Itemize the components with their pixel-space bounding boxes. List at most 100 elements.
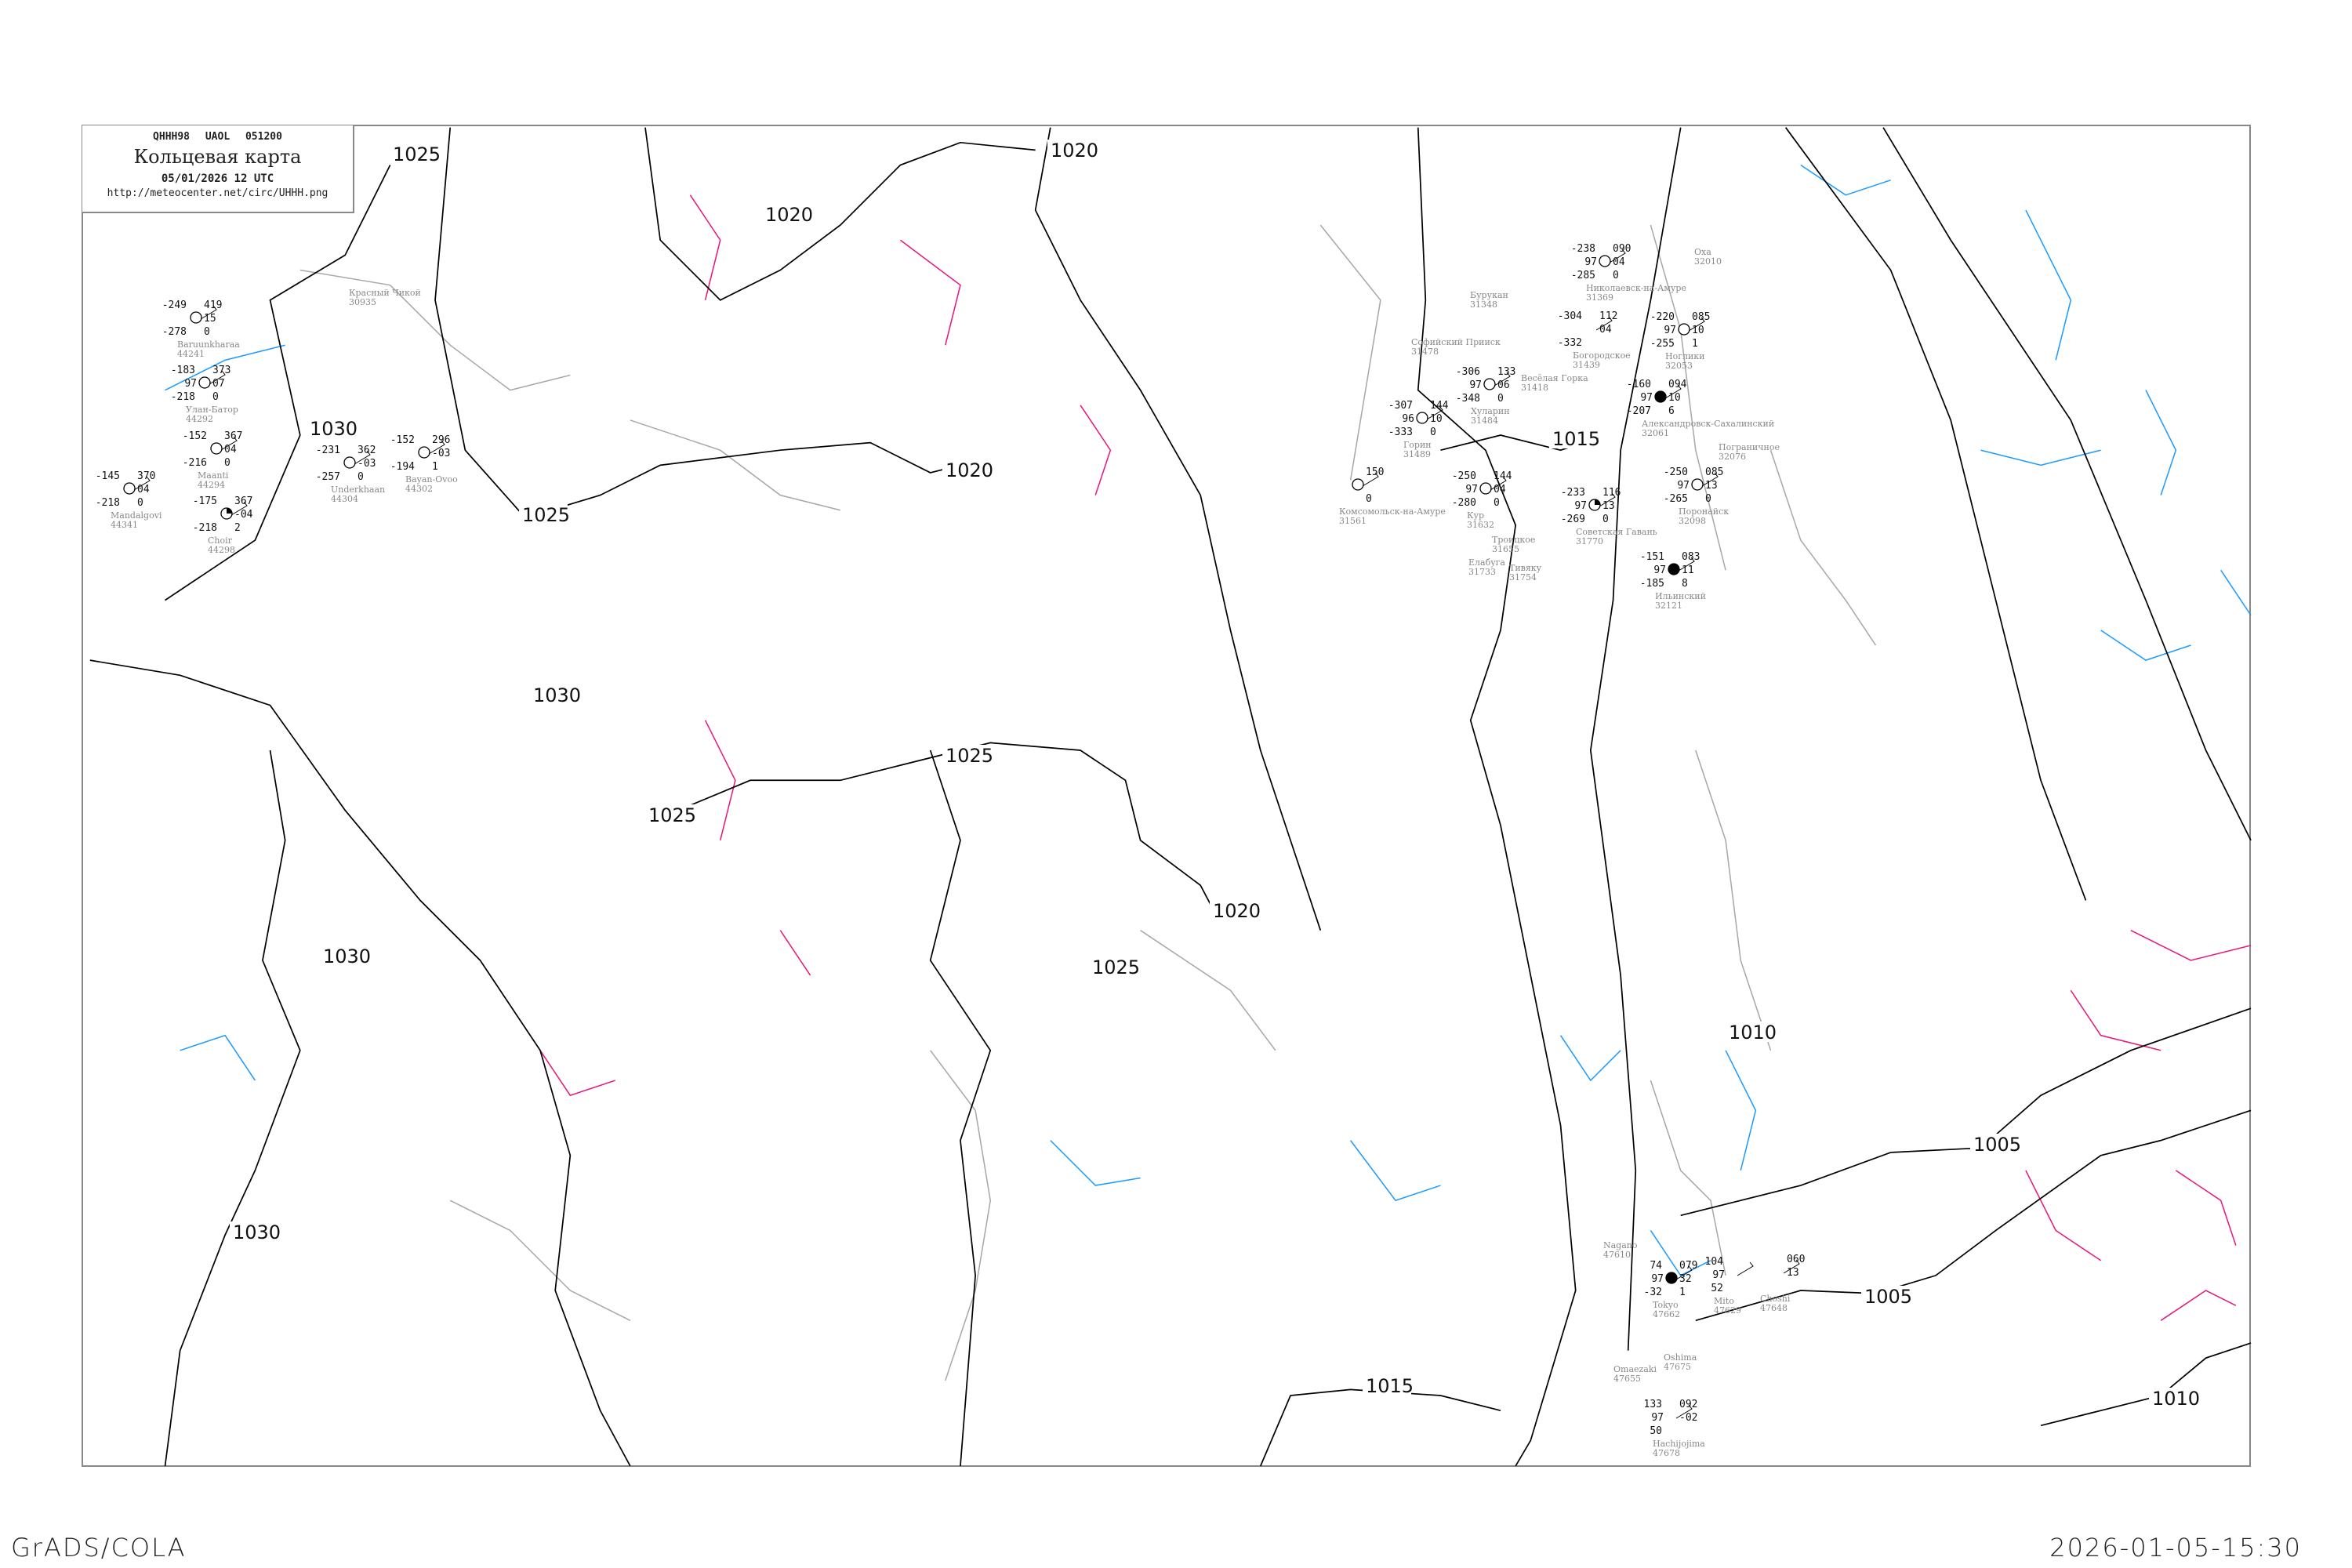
isobar-label: 1020 — [946, 459, 993, 481]
isobar-label-group: 1025 — [942, 745, 993, 767]
coastline — [1650, 1080, 1726, 1276]
place-name: Nagano — [1603, 1240, 1638, 1250]
wind-barb-icon — [230, 501, 248, 516]
map-frame — [82, 125, 2251, 1467]
isobar-label-group: 1005 — [1970, 1134, 2021, 1156]
isobar-line — [1034, 127, 1322, 931]
coastline — [630, 419, 841, 511]
station-value-tl: -220 — [1650, 311, 1675, 323]
place-name: Красный Чикой — [349, 288, 421, 298]
place-name: Елабуга — [1468, 557, 1505, 568]
station-id: 31632 — [1467, 520, 1494, 530]
station-id: 32121 — [1655, 601, 1682, 611]
station-value-br: 0 — [1430, 426, 1436, 438]
isobar-label-bg — [1549, 428, 1598, 448]
wind-barb-icon — [133, 476, 151, 491]
station-value-br: 0 — [1497, 393, 1504, 405]
footer-timestamp: 2026-01-05-15:30 — [2049, 1533, 2302, 1563]
warm-isotherm — [2130, 929, 2252, 961]
sky-cover-icon — [418, 446, 430, 459]
place-id: 31733 — [1468, 567, 1496, 577]
isobar-label-bg — [762, 204, 811, 224]
station-value-tr: 060 — [1787, 1254, 1805, 1265]
isobar-label: 1015 — [1366, 1375, 1414, 1397]
station-value-tl: -249 — [162, 299, 187, 311]
isobar-line — [1589, 127, 1682, 1351]
sky-cover-fill — [227, 508, 232, 514]
station-plot[interactable]: -160 97-207 094 106 Александровск-Сахалински… — [1627, 379, 1775, 438]
station-name: Горин — [1403, 440, 1432, 450]
station-value-tr: 116 — [1602, 487, 1621, 499]
station-value-tl: -145 — [96, 470, 120, 482]
station-value-mr: 04 — [137, 484, 150, 495]
station-value-mr: 04 — [1599, 324, 1612, 336]
station-value-mr: 13 — [1602, 500, 1615, 512]
station-value-mr: 10 — [1430, 413, 1443, 425]
station-value-br: 0 — [1613, 270, 1619, 281]
station-value-bl: -218 — [171, 391, 195, 403]
station-name: Mito — [1714, 1296, 1734, 1306]
isobar-label-group: 1015 — [1363, 1375, 1414, 1397]
isobar-line — [165, 165, 391, 601]
station-value-bl: -332 — [1558, 337, 1582, 349]
isobar-label: 1025 — [1092, 956, 1140, 978]
station-value-bl: -333 — [1388, 426, 1413, 438]
station-value-ml: 97 — [1712, 1269, 1725, 1281]
station-name: Хуларин — [1471, 406, 1510, 416]
warm-isotherm — [779, 930, 811, 976]
station-name: Кур — [1467, 510, 1484, 521]
station-name: Поронайск — [1679, 506, 1729, 517]
isobar-line — [1259, 1388, 1501, 1467]
cold-isotherm — [165, 344, 285, 391]
coastlines — [299, 224, 1877, 1381]
station-value-tr: 090 — [1613, 243, 1631, 255]
sky-cover-icon — [1668, 563, 1680, 575]
cold-isotherm — [2220, 569, 2252, 616]
coastline — [1319, 224, 1381, 481]
station-value-tl: -250 — [1452, 470, 1476, 482]
place-name: Omaezaki — [1613, 1364, 1657, 1374]
station-value-tl: -160 — [1627, 379, 1651, 390]
isobar-label-bg — [390, 143, 438, 164]
station-id: 44241 — [177, 349, 205, 359]
station-value-tr: 092 — [1679, 1399, 1697, 1410]
isobar-label: 1015 — [1552, 428, 1600, 450]
sky-cover-icon — [1483, 378, 1496, 390]
place-id: 32076 — [1719, 452, 1746, 462]
wind-barb-icon — [1599, 492, 1616, 507]
coastline — [1650, 224, 1726, 571]
station-value-ml: 97 — [1677, 480, 1690, 492]
station-value-tr: 367 — [224, 430, 242, 442]
station-value-bl: -32 — [1644, 1287, 1662, 1298]
cold-isotherm — [1980, 449, 2101, 466]
station-id: 31770 — [1576, 536, 1603, 546]
station-name: Underkhaan — [331, 485, 385, 495]
isobar-labels: 1025102010201030102510301025102510201020… — [230, 140, 2200, 1410]
wind-barb-icon — [1494, 372, 1511, 387]
